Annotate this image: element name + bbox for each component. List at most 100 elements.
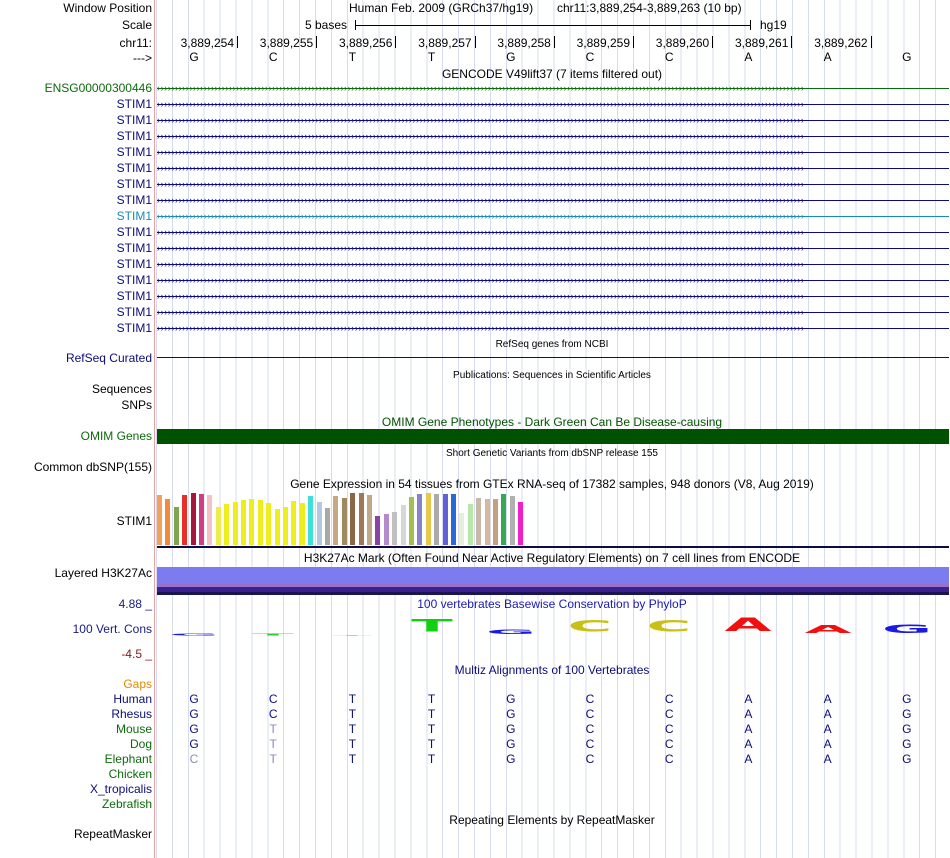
snps-track-label[interactable]: SNPs <box>121 398 152 412</box>
transcript-label[interactable]: STIM1 <box>116 289 152 303</box>
gtex-tissue-bar[interactable] <box>308 496 314 545</box>
gtex-tissue-bar[interactable] <box>341 498 347 545</box>
gtex-tissue-bar[interactable] <box>283 507 288 545</box>
gtex-tissue-bar[interactable] <box>224 504 230 545</box>
transcript-line[interactable]: ››››››››››››››››››››››››››››››››››››››››… <box>157 164 949 173</box>
conservation-track-title[interactable]: 100 vertebrates Basewise Conservation by… <box>417 597 687 611</box>
transcript-label[interactable]: STIM1 <box>116 241 152 255</box>
conservation-track-label[interactable]: 100 Vert. Cons <box>72 622 152 636</box>
gtex-tissue-bar[interactable] <box>316 502 322 545</box>
h3k27ac-layer-darkest[interactable] <box>157 592 949 595</box>
transcript-line[interactable]: ››››››››››››››››››››››››››››››››››››››››… <box>157 292 949 301</box>
gencode-track-title[interactable]: GENCODE V49lift37 (7 items filtered out) <box>441 67 663 81</box>
transcript-line[interactable]: ››››››››››››››››››››››››››››››››››››››››… <box>157 148 949 157</box>
transcript-label[interactable]: STIM1 <box>116 145 152 159</box>
gtex-tissue-bar[interactable] <box>476 498 482 545</box>
gtex-tissue-bar[interactable] <box>509 496 515 545</box>
gtex-tissue-bar[interactable] <box>274 509 280 545</box>
gtex-tissue-bar[interactable] <box>459 513 465 545</box>
species-label[interactable]: Elephant <box>104 752 152 766</box>
transcript-label[interactable]: STIM1 <box>116 273 152 287</box>
species-label[interactable]: X_tropicalis <box>89 782 152 796</box>
species-label[interactable]: Dog <box>129 737 152 751</box>
omim-track-title[interactable]: OMIM Gene Phenotypes - Dark Green Can Be… <box>381 415 723 429</box>
transcript-label[interactable]: STIM1 <box>116 161 152 175</box>
gtex-tissue-bar[interactable] <box>425 493 431 545</box>
gtex-tissue-bar[interactable] <box>493 499 498 545</box>
gtex-tissue-bar[interactable] <box>266 503 272 545</box>
gtex-tissue-bar[interactable] <box>518 502 524 545</box>
gtex-tissue-bar[interactable] <box>400 505 406 545</box>
gtex-tissue-bar[interactable] <box>484 499 490 545</box>
gtex-tissue-bar[interactable] <box>299 503 305 545</box>
h3k27ac-layer-dark[interactable] <box>157 587 949 592</box>
species-label[interactable]: Human <box>113 692 152 706</box>
transcript-line[interactable]: ››››››››››››››››››››››››››››››››››››››››… <box>157 100 949 109</box>
transcript-label[interactable]: STIM1 <box>116 321 152 335</box>
transcript-label[interactable]: STIM1 <box>116 193 152 207</box>
transcript-line[interactable]: ››››››››››››››››››››››››››››››››››››››››… <box>157 244 949 253</box>
gtex-tissue-bar[interactable] <box>165 499 171 545</box>
gtex-tissue-bar[interactable] <box>392 512 398 545</box>
transcript-label[interactable]: STIM1 <box>116 257 152 271</box>
transcript-label[interactable]: STIM1 <box>116 209 152 223</box>
h3k27ac-track-title[interactable]: H3K27Ac Mark (Often Found Near Active Re… <box>303 551 801 565</box>
transcript-line[interactable]: ››››››››››››››››››››››››››››››››››››››››… <box>157 196 949 205</box>
transcript-label[interactable]: STIM1 <box>116 225 152 239</box>
gtex-tissue-bar[interactable] <box>199 494 204 545</box>
gtex-tissue-bar[interactable] <box>232 502 238 545</box>
transcript-line[interactable]: ››››››››››››››››››››››››››››››››››››››››… <box>157 212 949 221</box>
transcript-line[interactable]: ››››››››››››››››››››››››››››››››››››››››… <box>157 116 949 125</box>
transcript-line[interactable]: ››››››››››››››››››››››››››››››››››››››››… <box>157 324 949 333</box>
sequences-track-label[interactable]: Sequences <box>91 382 152 396</box>
multiz-track-title[interactable]: Multiz Alignments of 100 Vertebrates <box>454 663 650 677</box>
gtex-tissue-bar[interactable] <box>257 500 263 545</box>
gtex-tissue-bar[interactable] <box>157 495 162 545</box>
transcript-line[interactable]: ››››››››››››››››››››››››››››››››››››››››… <box>157 260 949 269</box>
gtex-tissue-bar[interactable] <box>442 494 448 545</box>
gtex-tissue-bar[interactable] <box>501 494 507 545</box>
gtex-tissue-bar[interactable] <box>333 496 339 545</box>
transcript-label[interactable]: STIM1 <box>116 177 152 191</box>
gtex-tissue-bar[interactable] <box>434 494 440 545</box>
gtex-tissue-bar[interactable] <box>173 507 179 545</box>
gtex-tissue-bar[interactable] <box>375 516 381 545</box>
gtex-tissue-bar[interactable] <box>467 504 473 545</box>
gtex-track-title[interactable]: Gene Expression in 54 tissues from GTEx … <box>290 477 814 491</box>
gtex-tissue-bar[interactable] <box>325 508 330 545</box>
transcript-label[interactable]: STIM1 <box>116 129 152 143</box>
gtex-tissue-bar[interactable] <box>383 514 389 545</box>
transcript-line[interactable]: ››››››››››››››››››››››››››››››››››››››››… <box>157 308 949 317</box>
h3k27ac-track-label[interactable]: Layered H3K27Ac <box>54 566 152 580</box>
gtex-tissue-bar[interactable] <box>291 501 297 545</box>
gtex-tissue-bar[interactable] <box>182 495 188 545</box>
gtex-tissue-bar[interactable] <box>241 500 246 545</box>
dbsnp-track-label[interactable]: Common dbSNP(155) <box>33 460 152 474</box>
refseq-track-label[interactable]: RefSeq Curated <box>65 351 152 365</box>
gtex-tissue-bar[interactable] <box>350 493 356 545</box>
gtex-bar-chart[interactable] <box>157 493 557 545</box>
species-label[interactable]: Chicken <box>108 767 152 781</box>
gtex-tissue-bar[interactable] <box>249 499 255 545</box>
species-label[interactable]: Rhesus <box>111 707 152 721</box>
gtex-tissue-bar[interactable] <box>207 495 213 545</box>
transcript-label[interactable]: STIM1 <box>116 305 152 319</box>
transcript-line[interactable]: ››››››››››››››››››››››››››››››››››››››››… <box>157 132 949 141</box>
repeatmasker-track-title[interactable]: Repeating Elements by RepeatMasker <box>449 813 655 827</box>
species-label[interactable]: Mouse <box>115 722 152 736</box>
publications-track-title[interactable]: Publications: Sequences in Scientific Ar… <box>453 370 651 381</box>
h3k27ac-layer-blue[interactable] <box>157 567 949 584</box>
gtex-tissue-bar[interactable] <box>367 495 372 545</box>
transcript-line[interactable]: ››››››››››››››››››››››››››››››››››››››››… <box>157 228 949 237</box>
refseq-track-title[interactable]: RefSeq genes from NCBI <box>495 339 609 350</box>
gtex-tissue-bar[interactable] <box>417 494 423 545</box>
transcript-label[interactable]: STIM1 <box>116 97 152 111</box>
gtex-tissue-bar[interactable] <box>215 507 221 545</box>
omim-track-label[interactable]: OMIM Genes <box>80 429 152 443</box>
transcript-line[interactable]: ››››››››››››››››››››››››››››››››››››››››… <box>157 180 949 189</box>
window-position-value[interactable]: chr11:3,889,254-3,889,263 (10 bp) <box>557 1 742 15</box>
transcript-line[interactable]: ››››››››››››››››››››››››››››››››››››››››… <box>157 84 949 93</box>
repeatmasker-track-label[interactable]: RepeatMasker <box>73 827 152 841</box>
gtex-tissue-bar[interactable] <box>190 493 196 545</box>
species-label[interactable]: Zebrafish <box>101 797 152 811</box>
